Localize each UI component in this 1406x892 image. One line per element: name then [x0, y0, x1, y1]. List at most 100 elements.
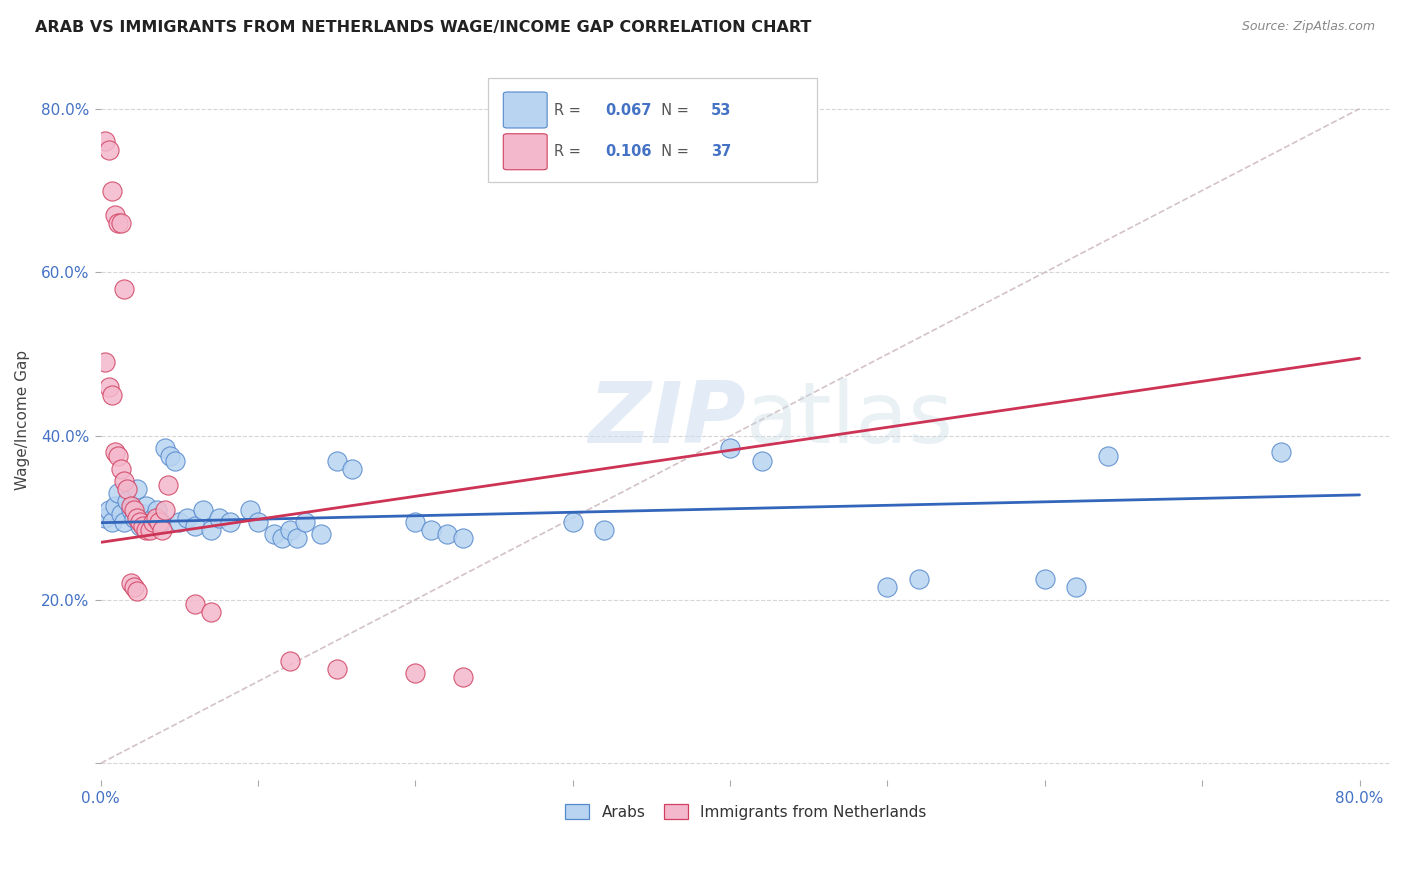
- Point: [247, 515, 270, 529]
- Point: [270, 531, 292, 545]
- Point: [100, 515, 122, 529]
- Point: [110, 216, 132, 230]
- Text: atlas: atlas: [745, 378, 953, 461]
- Point: [908, 572, 931, 586]
- Text: Source: ZipAtlas.com: Source: ZipAtlas.com: [1241, 20, 1375, 33]
- Point: [120, 502, 142, 516]
- Point: [142, 515, 165, 529]
- Point: [112, 282, 135, 296]
- Text: R =: R =: [554, 145, 585, 160]
- Point: [163, 453, 186, 467]
- Point: [132, 507, 155, 521]
- Point: [309, 527, 332, 541]
- Point: [135, 499, 157, 513]
- Point: [420, 523, 443, 537]
- Point: [155, 442, 177, 456]
- Point: [120, 576, 142, 591]
- Point: [97, 143, 120, 157]
- Point: [129, 519, 152, 533]
- Point: [149, 515, 172, 529]
- Point: [97, 502, 120, 516]
- Point: [294, 515, 316, 529]
- Point: [404, 515, 426, 529]
- Point: [110, 507, 132, 521]
- Point: [218, 515, 240, 529]
- Point: [155, 502, 177, 516]
- Text: ZIP: ZIP: [588, 378, 745, 461]
- FancyBboxPatch shape: [503, 92, 547, 128]
- Text: 0.067: 0.067: [605, 103, 651, 118]
- Point: [342, 461, 364, 475]
- Point: [97, 380, 120, 394]
- Point: [125, 482, 148, 496]
- Point: [122, 502, 145, 516]
- Point: [326, 453, 349, 467]
- Point: [876, 580, 898, 594]
- Point: [107, 216, 129, 230]
- Point: [142, 510, 165, 524]
- Point: [148, 515, 170, 529]
- Point: [120, 499, 142, 513]
- Point: [132, 519, 155, 533]
- Point: [326, 662, 349, 676]
- Point: [184, 519, 207, 533]
- Point: [110, 461, 132, 475]
- Point: [94, 135, 117, 149]
- Point: [104, 499, 127, 513]
- Point: [138, 515, 160, 529]
- Point: [239, 502, 262, 516]
- Point: [146, 502, 169, 516]
- Text: R =: R =: [554, 103, 585, 118]
- Point: [436, 527, 458, 541]
- Point: [135, 523, 157, 537]
- Point: [169, 515, 191, 529]
- Text: 0.106: 0.106: [605, 145, 652, 160]
- FancyBboxPatch shape: [488, 78, 817, 182]
- Point: [125, 510, 148, 524]
- Y-axis label: Wage/Income Gap: Wage/Income Gap: [15, 350, 30, 490]
- Point: [718, 442, 741, 456]
- Point: [145, 510, 167, 524]
- Point: [200, 523, 222, 537]
- Point: [117, 482, 139, 496]
- Point: [200, 605, 222, 619]
- Point: [138, 523, 160, 537]
- Point: [1066, 580, 1088, 594]
- Point: [1033, 572, 1056, 586]
- Point: [94, 355, 117, 369]
- Text: N =: N =: [651, 103, 693, 118]
- Point: [117, 494, 139, 508]
- Point: [104, 208, 127, 222]
- Point: [104, 445, 127, 459]
- Point: [451, 670, 474, 684]
- Point: [176, 510, 198, 524]
- Point: [208, 510, 231, 524]
- Point: [94, 510, 117, 524]
- Point: [561, 515, 583, 529]
- Point: [112, 515, 135, 529]
- Text: 53: 53: [711, 103, 731, 118]
- Point: [100, 184, 122, 198]
- Point: [112, 474, 135, 488]
- Point: [278, 523, 301, 537]
- Point: [1097, 450, 1119, 464]
- Point: [107, 486, 129, 500]
- Text: 37: 37: [711, 145, 731, 160]
- Point: [107, 450, 129, 464]
- Point: [593, 523, 616, 537]
- Point: [278, 654, 301, 668]
- Point: [100, 388, 122, 402]
- Legend: Arabs, Immigrants from Netherlands: Arabs, Immigrants from Netherlands: [558, 798, 934, 826]
- Point: [150, 523, 173, 537]
- Point: [287, 531, 309, 545]
- Point: [122, 580, 145, 594]
- Point: [263, 527, 285, 541]
- Point: [751, 453, 773, 467]
- Point: [125, 584, 148, 599]
- FancyBboxPatch shape: [503, 134, 547, 169]
- Point: [1270, 445, 1292, 459]
- Point: [184, 597, 207, 611]
- Text: N =: N =: [651, 145, 693, 160]
- Text: ARAB VS IMMIGRANTS FROM NETHERLANDS WAGE/INCOME GAP CORRELATION CHART: ARAB VS IMMIGRANTS FROM NETHERLANDS WAGE…: [35, 20, 811, 35]
- Point: [191, 502, 214, 516]
